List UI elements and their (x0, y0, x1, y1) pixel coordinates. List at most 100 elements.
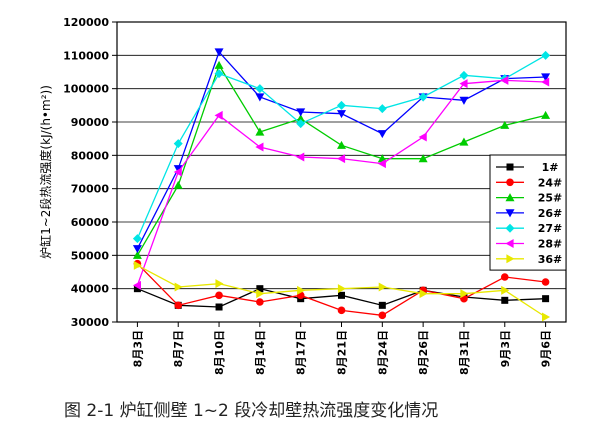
legend-marker (505, 209, 515, 218)
data-point (337, 154, 346, 164)
data-point (418, 92, 428, 102)
y-tick-label: 50000 (71, 249, 110, 262)
data-point (174, 301, 183, 310)
x-axis: 8月3日 8月7日 8月10日 8月14日 8月17日 8月21日 8月24日 8月26日 8月… (131, 322, 553, 375)
data-point (214, 60, 224, 69)
y-tick-label: 30000 (71, 316, 110, 329)
data-point (214, 69, 224, 79)
legend-label: 36# (538, 253, 563, 266)
y-tick-label: 60000 (71, 216, 110, 229)
y-tick-label: 90000 (71, 116, 110, 129)
data-point (173, 165, 183, 174)
legend-entry: 28# (496, 238, 562, 251)
x-tick-label: 8月31日 (458, 330, 471, 375)
data-point (174, 282, 183, 292)
data-point (337, 306, 346, 315)
data-point (214, 110, 223, 120)
y-axis: 30000 40000 50000 60000 70000 80000 90000 10000… (63, 16, 117, 329)
data-point (541, 50, 551, 60)
legend-entry: 25# (496, 192, 562, 205)
series-1 (133, 259, 550, 320)
data-point (501, 285, 510, 295)
data-point (133, 260, 142, 270)
y-tick-label: 120000 (63, 16, 109, 29)
data-point (337, 110, 346, 119)
legend-label: 28# (538, 238, 563, 251)
data-point (418, 132, 427, 142)
y-tick-label: 100000 (63, 83, 109, 96)
data-point (337, 100, 346, 110)
data-point (541, 312, 551, 322)
data-point (256, 285, 264, 293)
legend-marker (506, 178, 514, 187)
data-point (459, 137, 469, 146)
legend-marker (506, 163, 514, 171)
data-point (459, 96, 469, 105)
data-point (460, 289, 469, 299)
data-point (255, 84, 265, 94)
data-point (542, 295, 550, 303)
y-axis-label: 炉缸1~2段热流强度(kJ/(h•m²)) (38, 85, 53, 259)
data-point (132, 234, 142, 244)
data-point (255, 127, 265, 136)
line-chart: 30000 40000 50000 60000 70000 80000 90000 10000… (38, 16, 567, 375)
legend-entry: 26# (496, 207, 562, 220)
data-point (296, 119, 306, 129)
legend-label: 26# (538, 207, 563, 220)
data-point (296, 108, 306, 117)
data-point (541, 278, 550, 286)
data-point (297, 285, 306, 295)
data-point (459, 79, 468, 89)
data-point (378, 311, 387, 320)
data-point (296, 152, 305, 162)
data-point (378, 301, 386, 309)
data-point (501, 296, 509, 304)
data-point (173, 139, 183, 149)
y-tick-label: 40000 (71, 283, 110, 296)
x-tick-label: 8月14日 (254, 330, 267, 375)
x-tick-label: 8月3日 (131, 330, 144, 367)
data-point (337, 140, 346, 149)
legend-label: 1# (542, 161, 559, 174)
data-point (132, 250, 142, 259)
data-point (215, 303, 223, 311)
x-tick-label: 8月7日 (172, 330, 185, 367)
data-point (500, 120, 510, 129)
data-point (377, 104, 387, 114)
data-point (500, 75, 509, 85)
data-point (378, 282, 387, 292)
data-point (541, 73, 551, 82)
data-point (337, 284, 346, 294)
data-point (215, 279, 224, 289)
data-point (173, 167, 182, 177)
legend-label: 25# (538, 192, 563, 205)
figure-caption: 图 2-1 炉缸侧壁 1~2 段冷却壁热流强度变化情况 (64, 401, 439, 421)
y-tick-label: 70000 (71, 183, 110, 196)
x-tick-label: 8月17日 (295, 330, 308, 375)
data-point (255, 142, 264, 152)
x-tick-label: 9月3日 (499, 330, 512, 367)
data-point (132, 280, 142, 290)
legend-marker (505, 223, 515, 233)
x-tick-label: 8月26日 (417, 330, 430, 375)
legend-marker (505, 239, 514, 248)
x-tick-label: 9月6日 (540, 330, 553, 367)
series-lines (132, 48, 551, 322)
series-6 (133, 260, 551, 322)
data-point (214, 48, 224, 57)
data-point (418, 154, 428, 163)
data-point (133, 285, 141, 293)
legend-entry: 27# (496, 222, 562, 235)
data-point (419, 289, 428, 299)
legend-marker (506, 254, 515, 264)
y-tick-label: 80000 (71, 149, 110, 162)
data-point (255, 93, 265, 102)
x-tick-label: 8月24日 (376, 330, 389, 375)
data-point (338, 291, 345, 299)
legend-entry: 1# (496, 161, 558, 174)
data-point (541, 77, 550, 87)
data-point (500, 273, 509, 281)
gridlines (117, 54, 566, 290)
data-point (377, 159, 386, 169)
series-2 (132, 60, 551, 259)
